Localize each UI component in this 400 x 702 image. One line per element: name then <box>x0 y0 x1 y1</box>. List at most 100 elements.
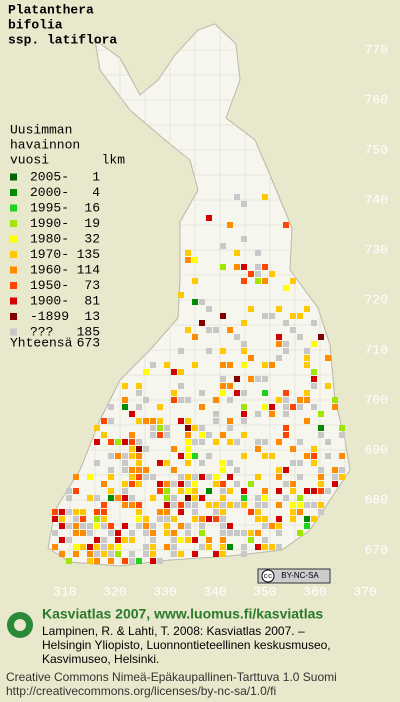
observation-square <box>283 390 289 396</box>
observation-square <box>276 516 282 522</box>
observation-square <box>185 460 191 466</box>
observation-square <box>269 313 275 319</box>
observation-square <box>220 509 226 515</box>
y-label: 720 <box>365 292 388 307</box>
x-label: 350 <box>253 584 276 599</box>
observation-square <box>304 516 310 522</box>
observation-square <box>66 537 72 543</box>
observation-square <box>276 530 282 536</box>
observation-square <box>192 488 198 494</box>
observation-square <box>157 418 163 424</box>
observation-square <box>276 439 282 445</box>
observation-square <box>178 348 184 354</box>
observation-square <box>262 516 268 522</box>
observation-square <box>136 558 142 564</box>
observation-square <box>304 502 310 508</box>
observation-square <box>241 495 247 501</box>
observation-square <box>255 439 261 445</box>
observation-square <box>283 425 289 431</box>
legend-swatch <box>10 328 17 336</box>
observation-square <box>241 418 247 424</box>
y-label: 740 <box>365 192 388 207</box>
legend-swatch <box>10 173 17 181</box>
logo-center <box>14 619 26 631</box>
observation-square <box>185 502 191 508</box>
observation-square <box>178 292 184 298</box>
observation-square <box>311 320 317 326</box>
observation-square <box>115 453 121 459</box>
legend-label: 1900- <box>30 293 69 308</box>
observation-square <box>101 509 107 515</box>
observation-square <box>199 390 205 396</box>
observation-square <box>129 481 135 487</box>
observation-square <box>185 530 191 536</box>
observation-square <box>185 453 191 459</box>
observation-square <box>220 516 226 522</box>
legend-count: 114 <box>77 262 101 277</box>
observation-square <box>171 390 177 396</box>
legend-swatch <box>10 266 17 274</box>
observation-square <box>192 474 198 480</box>
observation-square <box>290 460 296 466</box>
legend-swatch <box>10 235 17 243</box>
observation-square <box>164 530 170 536</box>
y-label: 690 <box>365 442 388 457</box>
observation-square <box>213 551 219 557</box>
observation-square <box>185 537 191 543</box>
observation-square <box>220 523 226 529</box>
observation-square <box>283 348 289 354</box>
observation-square <box>143 369 149 375</box>
observation-square <box>311 488 317 494</box>
legend-swatch <box>10 220 17 227</box>
observation-square <box>311 460 317 466</box>
legend-label: 1960- <box>30 262 69 277</box>
observation-square <box>66 495 72 501</box>
observation-square <box>150 474 156 480</box>
observation-square <box>80 544 86 550</box>
observation-square <box>192 439 198 445</box>
observation-square <box>164 502 170 508</box>
badge-text: BY-NC-SA <box>281 571 319 580</box>
legend-count: 16 <box>84 200 100 215</box>
observation-square <box>255 278 261 284</box>
observation-square <box>101 432 107 438</box>
observation-square <box>234 481 240 487</box>
legend-label: ??? <box>30 324 53 339</box>
badge-box <box>257 568 331 584</box>
y-label: 710 <box>365 342 388 357</box>
observation-square <box>297 313 303 319</box>
observation-square <box>283 320 289 326</box>
observation-square <box>101 418 107 424</box>
observation-square <box>150 537 156 543</box>
observation-square <box>108 558 114 564</box>
observation-square <box>276 306 282 312</box>
observation-square <box>255 502 261 508</box>
observation-square <box>290 481 296 487</box>
observation-square <box>206 327 212 333</box>
observation-square <box>136 516 142 522</box>
observation-square <box>269 453 275 459</box>
observation-square <box>255 509 261 515</box>
title-line: Platanthera <box>8 2 94 17</box>
observation-square <box>241 551 247 557</box>
observation-square <box>150 558 156 564</box>
observation-square <box>73 530 79 536</box>
observation-square <box>283 222 289 228</box>
observation-square <box>234 439 240 445</box>
x-label: 340 <box>203 584 226 599</box>
observation-square <box>227 544 233 550</box>
observation-square <box>178 537 184 543</box>
observation-square <box>94 439 100 445</box>
legend-label: 2000- <box>30 185 69 200</box>
observation-square <box>304 348 310 354</box>
observation-square <box>192 481 198 487</box>
observation-square <box>150 523 156 529</box>
observation-square <box>94 558 100 564</box>
badge-symbol: cc <box>264 573 272 581</box>
observation-square <box>171 495 177 501</box>
observation-square <box>318 432 324 438</box>
legend-count: 1 <box>92 169 100 184</box>
observation-square <box>115 495 121 501</box>
observation-square <box>227 383 233 389</box>
observation-square <box>185 327 191 333</box>
